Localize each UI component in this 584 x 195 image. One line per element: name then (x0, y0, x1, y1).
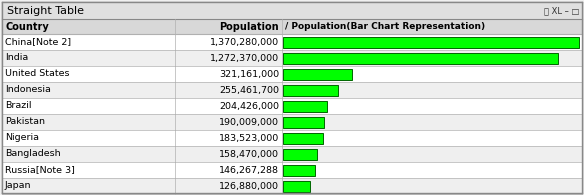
Bar (2, 162, 582, 178)
Text: 183,523,000: 183,523,000 (219, 134, 279, 143)
Bar (2, 19, 582, 34)
Text: 321,161,000: 321,161,000 (219, 69, 279, 79)
Text: 204,426,000: 204,426,000 (219, 102, 279, 111)
Bar (283, 101, 327, 112)
Text: Brazil: Brazil (5, 102, 32, 111)
Bar (283, 117, 324, 128)
Bar (2, 66, 582, 82)
Text: 190,009,000: 190,009,000 (219, 118, 279, 127)
Text: 158,470,000: 158,470,000 (219, 150, 279, 159)
Bar (2, 98, 582, 114)
Bar (2, 34, 582, 50)
Bar (2, 130, 582, 146)
Bar (283, 181, 311, 192)
Bar (283, 149, 317, 160)
Bar (2, 114, 582, 130)
Bar (283, 165, 315, 176)
Text: 126,880,000: 126,880,000 (219, 182, 279, 191)
Bar (2, 146, 582, 162)
Text: 1,272,370,000: 1,272,370,000 (210, 53, 279, 63)
Text: India: India (5, 53, 28, 63)
Bar (2, 50, 582, 66)
Text: Russia[Note 3]: Russia[Note 3] (5, 166, 75, 175)
Text: Nigeria: Nigeria (5, 134, 39, 143)
Text: / Population(Bar Chart Representation): / Population(Bar Chart Representation) (285, 22, 485, 31)
Bar (2, 82, 582, 98)
Text: Country: Country (5, 21, 48, 32)
Text: Straight Table: Straight Table (7, 5, 84, 15)
Bar (283, 85, 338, 96)
Bar (283, 53, 558, 64)
Bar (2, 178, 582, 194)
Text: Pakistan: Pakistan (5, 118, 45, 127)
Text: Population: Population (220, 21, 279, 32)
Text: 图 XL – □: 图 XL – □ (544, 6, 579, 15)
Bar (2, 2, 582, 19)
Text: 1,370,280,000: 1,370,280,000 (210, 37, 279, 46)
Text: China[Note 2]: China[Note 2] (5, 37, 71, 46)
Bar (283, 69, 352, 80)
Text: 255,461,700: 255,461,700 (219, 85, 279, 95)
Text: Japan: Japan (5, 182, 32, 191)
Text: Indonesia: Indonesia (5, 85, 51, 95)
Text: 146,267,288: 146,267,288 (219, 166, 279, 175)
Text: United States: United States (5, 69, 69, 79)
Bar (283, 37, 579, 48)
Text: Bangladesh: Bangladesh (5, 150, 61, 159)
Bar (283, 133, 322, 144)
